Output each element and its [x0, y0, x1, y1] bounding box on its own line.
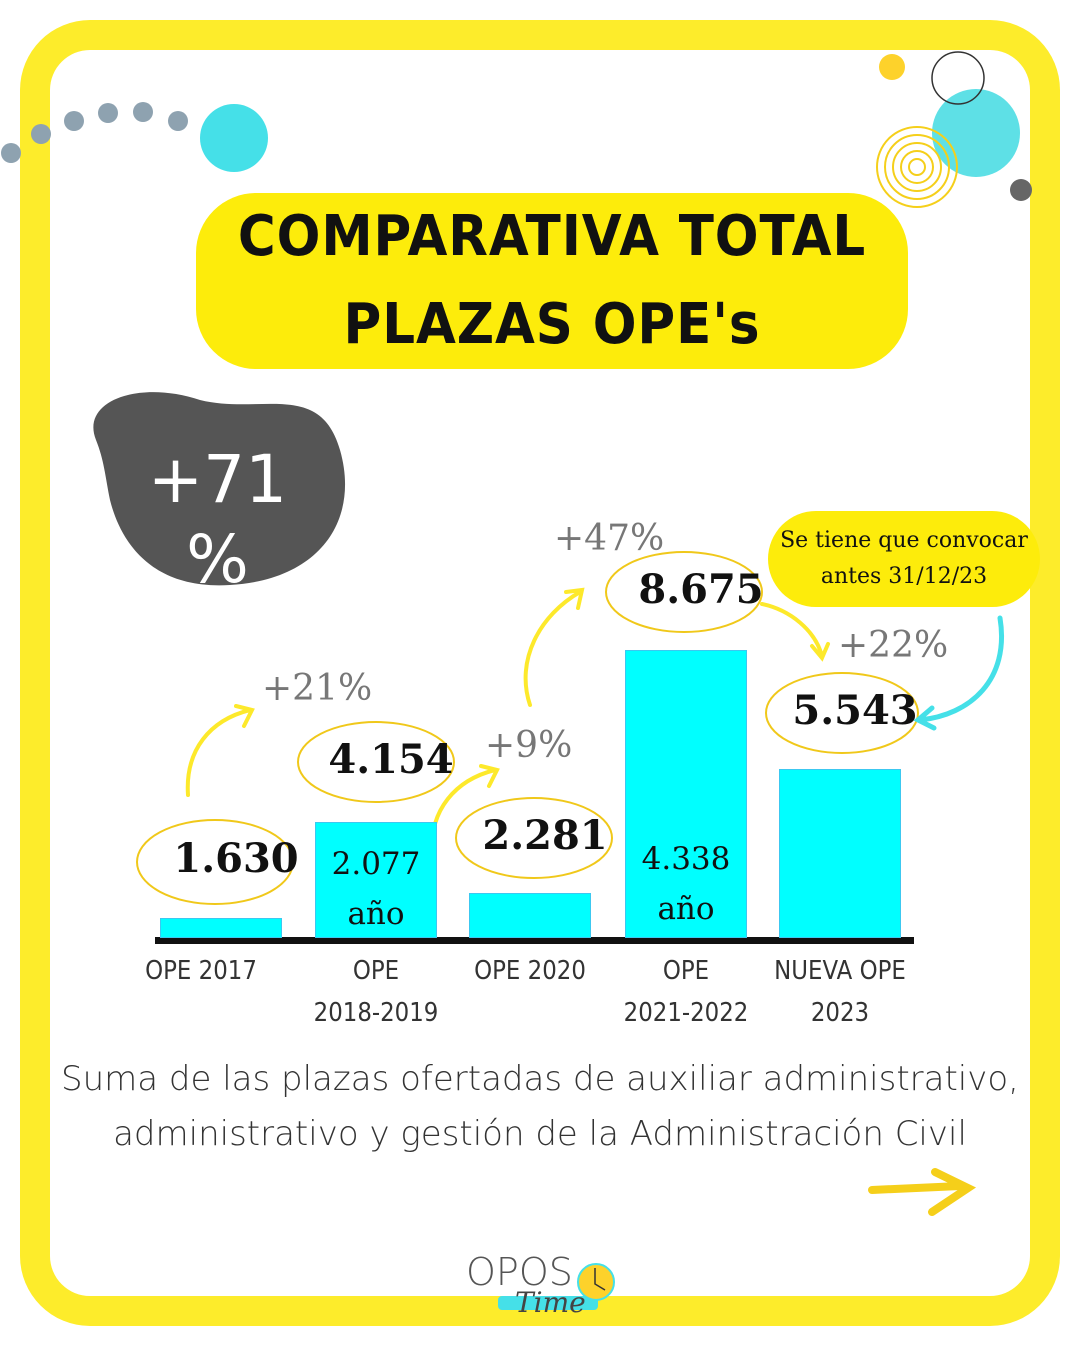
per-year-value: 2.077 [331, 846, 421, 882]
caption-line2: administrativo y gestión de la Administr… [113, 1114, 967, 1154]
logo-script: Time [515, 1286, 586, 1319]
x-tick-line: 2018-2019 [313, 998, 439, 1028]
dot-icon [133, 102, 153, 122]
growth-badge: +71 % 2017 al 2023 [110, 440, 325, 630]
arrow-right-icon [868, 1168, 977, 1216]
bar [160, 917, 282, 938]
title-box: COMPARATIVA TOTAL PLAZAS OPE's [196, 193, 908, 369]
dot-icon [168, 111, 188, 131]
x-tick-label: OPE 2018-2019 [283, 950, 470, 1034]
deadline-note: Se tiene que convocar antes 31/12/23 [768, 511, 1040, 607]
x-tick-line: 2021-2022 [623, 998, 749, 1028]
x-tick-line: OPE 2017 [145, 956, 257, 986]
change-label: +21% [262, 668, 373, 709]
x-tick-label: OPE 2021-2022 [593, 950, 780, 1034]
caption: Suma de las plazas ofertadas de auxiliar… [40, 1052, 1040, 1162]
badge-subtitle: 2017 al 2023 [118, 597, 317, 632]
x-tick-line: OPE 2020 [474, 956, 586, 986]
dot-icon [64, 111, 84, 131]
bar [469, 893, 591, 938]
value-label: 8.675 [638, 566, 764, 613]
cyan-arrow-icon [913, 615, 1004, 731]
x-tick-line: 2023 [810, 998, 870, 1028]
change-label: +9% [485, 725, 573, 766]
spiral-icon [876, 126, 958, 208]
badge-blob [93, 392, 346, 586]
circle-icon [879, 54, 905, 80]
dot-icon [1, 143, 21, 163]
title-line2: PLAZAS OPE's [343, 292, 761, 357]
change-label: +22% [838, 625, 949, 666]
logo-word: OPOS [466, 1250, 573, 1294]
value-label: 1.630 [173, 835, 299, 882]
per-year-unit: año [347, 896, 405, 932]
bar [625, 650, 747, 938]
value-label: 4.154 [328, 736, 454, 783]
circle-icon [1010, 179, 1032, 201]
x-tick-line: NUEVA OPE [774, 956, 906, 986]
circle-icon [200, 104, 268, 172]
x-tick-label: OPE 2017 [108, 950, 295, 992]
dot-icon [98, 103, 118, 123]
x-tick-label: OPE 2020 [437, 950, 624, 992]
value-ellipses [136, 551, 919, 905]
circle-icon [932, 89, 1020, 177]
value-label: 2.281 [482, 812, 608, 859]
circle-outline-icon [931, 51, 985, 105]
bar [315, 821, 437, 938]
logo-brush [498, 1296, 598, 1310]
badge-value: +71 % [147, 441, 288, 598]
note-line2: antes 31/12/23 [820, 564, 988, 589]
x-tick-label: NUEVA OPE 2023 [747, 950, 934, 1034]
value-label: 5.543 [792, 687, 918, 734]
dot-icon [31, 124, 51, 144]
bar [779, 769, 901, 938]
per-year-unit: año [657, 891, 715, 927]
x-tick-line: OPE [662, 956, 710, 986]
growth-arrows [185, 587, 830, 854]
title-line1: COMPARATIVA TOTAL [237, 204, 867, 269]
per-year-value: 4.338 [641, 841, 731, 877]
caption-line1: Suma de las plazas ofertadas de auxiliar… [61, 1059, 1019, 1099]
clock-icon [577, 1263, 615, 1301]
x-tick-line: OPE [352, 956, 400, 986]
bar-chart: 1.630 OPE 2017 4.154 2.077 año OPE 2018-2019 2.… [108, 518, 949, 1034]
x-axis-line [155, 937, 914, 944]
note-line1: Se tiene que convocar [780, 528, 1028, 553]
change-label: +47% [554, 518, 665, 559]
